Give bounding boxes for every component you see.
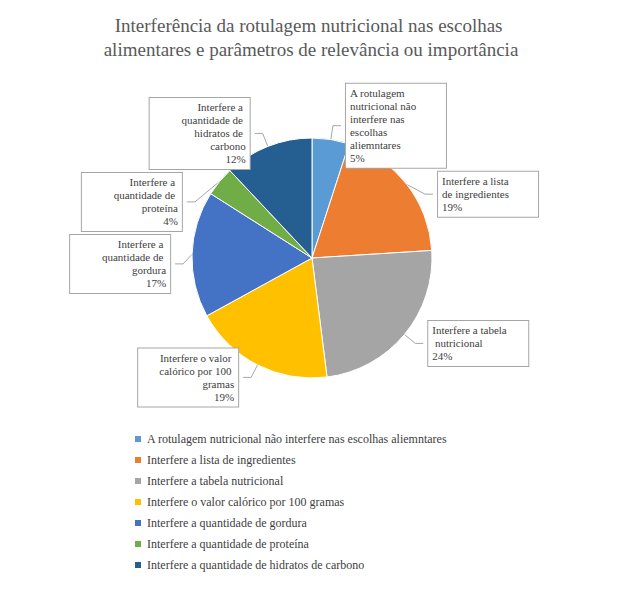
svg-text:gramas: gramas (202, 378, 234, 390)
svg-text:Interfere a lista de ingredien: Interfere a lista de ingredientes (147, 453, 296, 467)
svg-text:24%: 24% (432, 350, 452, 362)
svg-text:Interfere a quantidade de hidr: Interfere a quantidade de hidratos de ca… (147, 558, 364, 572)
svg-text:hidratos de: hidratos de (194, 127, 245, 139)
svg-text:quantidade de: quantidade de (182, 114, 246, 126)
svg-text:A rotulagem nutricional não in: A rotulagem nutricional não interfere na… (147, 432, 447, 446)
svg-text:5%: 5% (350, 152, 365, 164)
svg-text:Interfere a quantidade de gord: Interfere a quantidade de gordura (147, 516, 308, 530)
svg-text:Interfere a quantidade de prot: Interfere a quantidade de proteína (147, 537, 310, 551)
svg-text:Interfere a: Interfere a (118, 238, 166, 250)
svg-text:Interfere o valor: Interfere o valor (160, 352, 234, 364)
svg-text:aliemntares: aliemntares (350, 139, 401, 151)
svg-text:nutricional não: nutricional não (350, 100, 419, 112)
svg-text:Interfere a: Interfere a (197, 101, 245, 113)
svg-text:carbono: carbono (210, 140, 246, 152)
svg-text:gordura: gordura (132, 264, 166, 276)
svg-text:escolhas: escolhas (350, 126, 390, 138)
svg-text:12%: 12% (225, 153, 245, 165)
svg-text:quantidade de: quantidade de (114, 189, 178, 201)
svg-text:Interfere o valor calórico por: Interfere o valor calórico por 100 grama… (147, 495, 345, 509)
svg-text:alimentares e parâmetros de re: alimentares e parâmetros de relevância o… (104, 39, 519, 60)
svg-text:quantidade de: quantidade de (102, 251, 166, 263)
svg-text:Interferência da rotulagem nut: Interferência da rotulagem nutricional n… (115, 15, 508, 36)
svg-text:proteína: proteína (142, 202, 178, 214)
svg-text:17%: 17% (146, 277, 166, 289)
svg-text:nutricional: nutricional (432, 337, 482, 349)
svg-text:de ingredientes: de ingredientes (442, 188, 509, 200)
svg-text:A rotulagem: A rotulagem (350, 87, 407, 99)
svg-text:Interfere a tabela: Interfere a tabela (432, 324, 507, 336)
svg-text:calórico por 100: calórico por 100 (159, 365, 234, 377)
svg-text:Interfere a tabela nutricional: Interfere a tabela nutricional (147, 474, 284, 488)
svg-text:Interfere a: Interfere a (130, 176, 178, 188)
svg-text:19%: 19% (442, 201, 462, 213)
svg-text:Interfere a lista: Interfere a lista (442, 175, 511, 187)
svg-text:19%: 19% (214, 391, 234, 403)
svg-text:4%: 4% (163, 215, 178, 227)
svg-text:interfere nas: interfere nas (350, 113, 407, 125)
